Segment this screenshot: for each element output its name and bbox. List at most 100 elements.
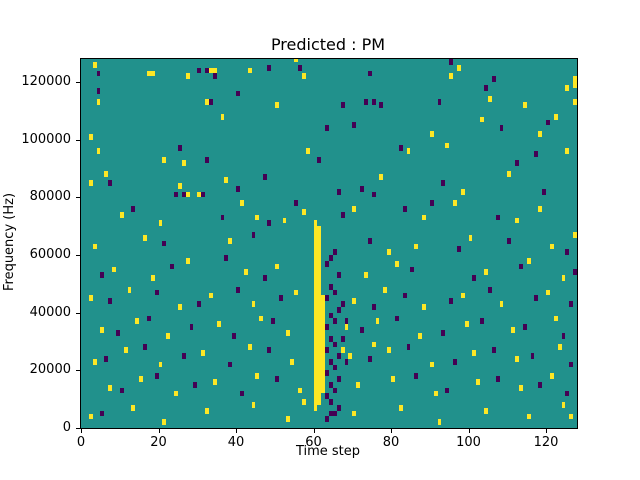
heatmap-cell	[336, 353, 341, 359]
heatmap-cell	[313, 260, 318, 267]
heatmap-cell	[216, 321, 221, 328]
heatmap-cell	[367, 237, 372, 244]
heatmap-cell	[329, 283, 333, 290]
heatmap-cell	[236, 185, 240, 192]
heatmap-cell	[336, 188, 341, 195]
heatmap-cell	[487, 96, 492, 103]
x-tick-label: 20	[150, 435, 167, 450]
heatmap-cell	[565, 148, 570, 155]
heatmap-cell	[344, 324, 349, 330]
heatmap-cell	[406, 344, 411, 351]
heatmap-cell	[313, 404, 318, 411]
heatmap-cell	[387, 249, 391, 256]
heatmap-cell	[340, 347, 345, 354]
heatmap-cell	[317, 231, 322, 238]
heatmap-cell	[573, 269, 577, 276]
heatmap-cell	[313, 347, 318, 354]
heatmap-cell	[139, 376, 143, 382]
heatmap-cell	[313, 278, 318, 284]
heatmap-cell	[487, 286, 492, 293]
heatmap-cell	[119, 211, 124, 218]
heatmap-cell	[472, 350, 477, 356]
heatmap-cell	[313, 249, 318, 256]
heatmap-cell	[484, 269, 488, 276]
heatmap-cell	[96, 70, 101, 77]
heatmap-cell	[232, 332, 236, 339]
heatmap-cell	[441, 180, 446, 186]
heatmap-cell	[220, 113, 225, 120]
heatmap-cell	[255, 214, 260, 221]
heatmap-cell	[325, 347, 329, 354]
heatmap-cell	[313, 329, 318, 336]
heatmap-cell	[131, 206, 136, 212]
heatmap-cell	[573, 231, 577, 238]
heatmap-cell	[375, 318, 380, 325]
heatmap-cell	[212, 73, 217, 80]
heatmap-cell	[352, 122, 357, 129]
heatmap-cell	[270, 318, 275, 325]
heatmap-cell	[332, 410, 337, 417]
heatmap-cell	[565, 84, 570, 91]
y-tick-mark	[76, 428, 80, 429]
x-tick-label: 40	[227, 435, 245, 450]
heatmap-cell	[313, 399, 318, 405]
heatmap-cell	[243, 269, 248, 276]
heatmap-cell	[177, 145, 182, 152]
heatmap-cell	[313, 220, 318, 227]
heatmap-cell	[127, 286, 132, 293]
y-tick-label: 40000	[29, 304, 71, 320]
heatmap-cell	[518, 263, 523, 270]
heatmap-cell	[332, 387, 337, 394]
heatmap-cell	[468, 234, 473, 241]
heatmap-cell	[313, 272, 318, 279]
heatmap-cell	[321, 306, 326, 313]
heatmap-cell	[344, 358, 349, 365]
x-tick-mark	[391, 429, 392, 433]
heatmap-cell	[480, 318, 484, 325]
heatmap-cell	[336, 306, 341, 313]
heatmap-cell	[429, 361, 434, 368]
heatmap-cell	[313, 289, 318, 296]
heatmap-cell	[340, 102, 345, 109]
heatmap-cell	[301, 73, 306, 80]
x-tick-label: 0	[76, 435, 86, 450]
heatmap-cell	[453, 200, 457, 207]
heatmap-cell	[123, 347, 128, 354]
heatmap-cell	[394, 315, 399, 322]
heatmap-cell	[146, 315, 151, 322]
heatmap-cell	[472, 275, 477, 281]
heatmap-cell	[329, 312, 333, 319]
heatmap-cell	[340, 211, 345, 218]
heatmap-cell	[313, 318, 318, 325]
heatmap-cell	[507, 171, 512, 178]
heatmap-cell	[313, 335, 318, 342]
heatmap-cell	[298, 387, 302, 394]
y-tick-label: 120000	[21, 74, 71, 90]
heatmap-cell	[325, 295, 329, 302]
heatmap-cell	[321, 364, 326, 371]
heatmap-cell	[344, 318, 349, 325]
heatmap-cell	[363, 272, 368, 279]
heatmap-cell	[205, 67, 209, 74]
heatmap-cell	[402, 206, 407, 212]
heatmap-cell	[367, 355, 372, 362]
heatmap-cell	[569, 361, 574, 368]
heatmap-cell	[379, 174, 384, 181]
heatmap-cell	[538, 381, 543, 388]
heatmap-cell	[150, 70, 155, 77]
heatmap-cell	[301, 399, 306, 405]
heatmap-cell	[208, 292, 213, 299]
heatmap-cell	[286, 416, 291, 423]
heatmap-cell	[515, 217, 519, 224]
heatmap-cell	[263, 275, 267, 281]
heatmap-cell	[526, 257, 531, 264]
heatmap-cell	[212, 67, 217, 74]
heatmap-cell	[208, 67, 213, 74]
heatmap-cell	[325, 416, 329, 423]
heatmap-cell	[267, 347, 271, 354]
heatmap-cell	[495, 376, 500, 382]
heatmap-cell	[96, 99, 101, 106]
heatmap-cell	[321, 295, 326, 302]
heatmap-cell	[185, 73, 190, 80]
heatmap-cell	[414, 243, 419, 250]
